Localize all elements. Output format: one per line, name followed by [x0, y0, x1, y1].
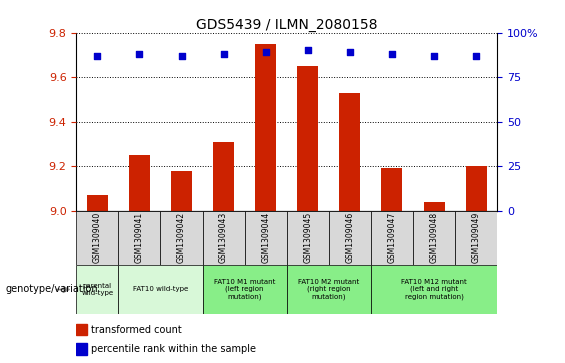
Bar — [329, 211, 371, 265]
Bar — [213, 142, 234, 211]
Text: GSM1309042: GSM1309042 — [177, 212, 186, 263]
Text: GSM1309043: GSM1309043 — [219, 212, 228, 264]
Text: GSM1309047: GSM1309047 — [388, 212, 397, 264]
Point — [303, 48, 312, 53]
Bar — [340, 93, 360, 211]
Title: GDS5439 / ILMN_2080158: GDS5439 / ILMN_2080158 — [196, 18, 377, 32]
Bar — [87, 195, 108, 211]
Point — [388, 51, 397, 57]
Point — [135, 51, 144, 57]
Bar — [287, 265, 371, 314]
Bar — [255, 44, 276, 211]
Bar — [297, 66, 318, 211]
Bar — [455, 211, 497, 265]
Text: GSM1309046: GSM1309046 — [345, 212, 354, 264]
Bar — [129, 155, 150, 211]
Text: GSM1309049: GSM1309049 — [472, 212, 481, 264]
Text: GSM1309048: GSM1309048 — [429, 212, 438, 263]
Text: GSM1309041: GSM1309041 — [135, 212, 144, 263]
Point — [93, 53, 102, 59]
Bar — [381, 168, 402, 211]
Text: FAT10 M2 mutant
(right region
mutation): FAT10 M2 mutant (right region mutation) — [298, 279, 359, 300]
Bar — [371, 265, 497, 314]
Point — [345, 49, 354, 55]
Text: genotype/variation: genotype/variation — [6, 285, 98, 294]
Point — [219, 51, 228, 57]
Text: parental
wild-type: parental wild-type — [81, 283, 114, 296]
Bar — [413, 211, 455, 265]
Bar — [76, 324, 87, 335]
Point — [472, 53, 481, 59]
Bar — [424, 201, 445, 211]
Bar — [76, 265, 119, 314]
Bar — [287, 211, 329, 265]
Text: FAT10 M12 mutant
(left and right
region mutation): FAT10 M12 mutant (left and right region … — [401, 279, 467, 300]
Bar — [119, 211, 160, 265]
Bar — [76, 211, 119, 265]
Bar — [466, 166, 486, 211]
Text: transformed count: transformed count — [91, 325, 182, 335]
Text: FAT10 M1 mutant
(left region
mutation): FAT10 M1 mutant (left region mutation) — [214, 279, 275, 300]
Point — [261, 49, 270, 55]
Bar — [371, 211, 413, 265]
Bar — [119, 265, 202, 314]
Bar — [171, 171, 192, 211]
Text: GSM1309040: GSM1309040 — [93, 212, 102, 264]
Point — [429, 53, 438, 59]
Bar — [160, 211, 202, 265]
Text: FAT10 wild-type: FAT10 wild-type — [133, 286, 188, 293]
Text: GSM1309044: GSM1309044 — [261, 212, 270, 264]
Bar — [202, 265, 287, 314]
Text: percentile rank within the sample: percentile rank within the sample — [91, 344, 256, 354]
Text: GSM1309045: GSM1309045 — [303, 212, 312, 264]
Bar — [76, 343, 87, 355]
Point — [177, 53, 186, 59]
Bar — [202, 211, 245, 265]
Bar — [245, 211, 287, 265]
